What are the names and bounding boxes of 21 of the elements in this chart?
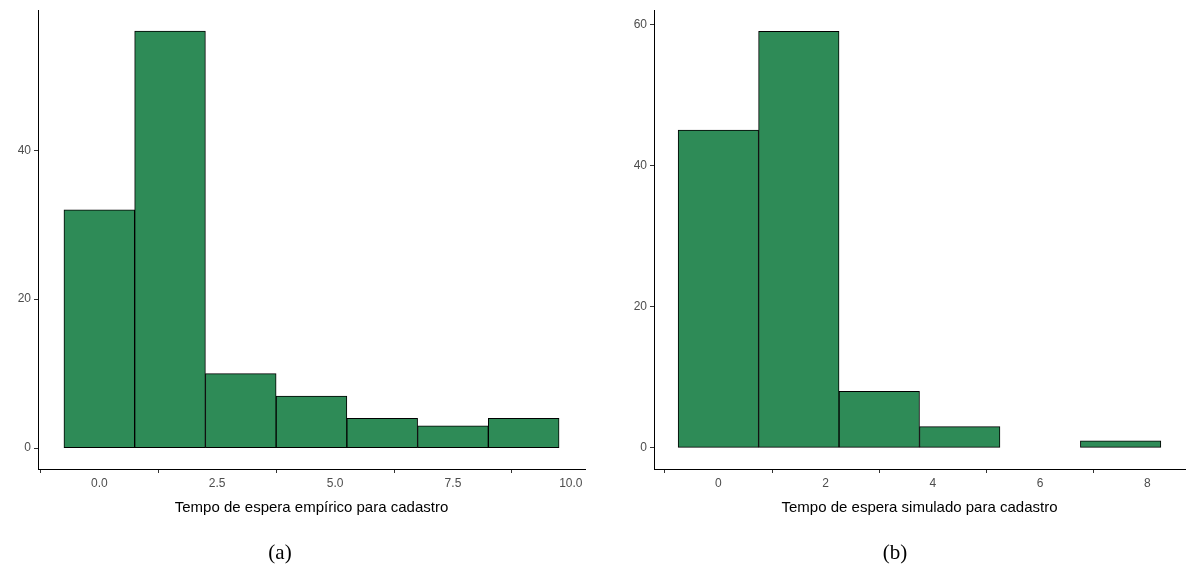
y-tick-label: 0 [640,440,648,455]
x-tick-label: 8 [1144,475,1152,490]
x-tick-label: 0 [715,475,723,490]
x-tick-label: 0.0 [90,475,108,490]
x-tick-label: 2.5 [208,475,226,490]
x-axis-title: Tempo de espera empírico para cadastro [174,498,449,516]
x-axis-title: Tempo de espera simulado para cadastro [781,498,1058,516]
x-tick-label: 6 [1036,475,1044,490]
y-tick-label: 20 [17,291,32,306]
x-tick-label: 4 [929,475,937,490]
y-tick-label: 60 [633,16,648,31]
y-tick-label: 20 [633,298,648,313]
y-tick-label: 0 [24,440,32,455]
x-tick-label: 10.0 [559,475,583,490]
y-tick-label: 40 [633,157,648,172]
x-tick-label: 7.5 [444,475,462,490]
text: (b) [882,540,908,564]
x-tick-label: 5.0 [326,475,344,490]
x-tick-label: 2 [822,475,830,490]
text: (a) [268,540,292,564]
y-tick-label: 40 [17,142,32,157]
